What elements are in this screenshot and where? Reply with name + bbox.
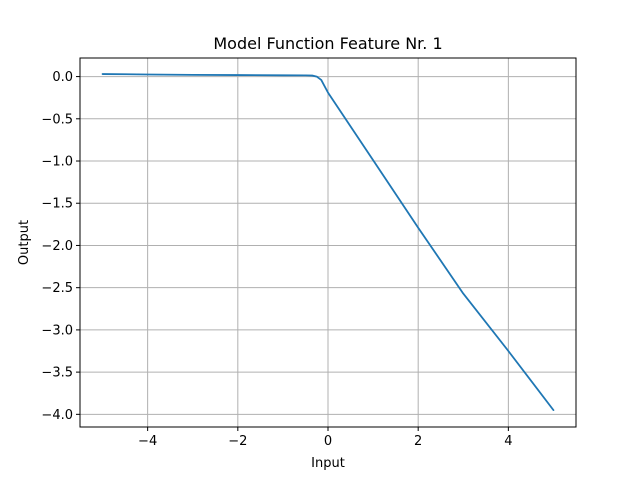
- y-axis: 0.0 −0.5 −1.0 −1.5 −2.0 −2.5 −3.0 −3.5 −4.0: [41, 70, 80, 423]
- x-tick-label: 0: [324, 434, 332, 449]
- x-axis-label: Input: [311, 456, 345, 471]
- y-tick-label: −4.0: [41, 408, 73, 423]
- y-tick-label: −2.0: [41, 239, 73, 254]
- y-tick-label: −1.5: [41, 197, 73, 212]
- grid: [80, 58, 576, 427]
- y-tick-label: −3.0: [41, 323, 73, 338]
- y-axis-label: Output: [17, 220, 32, 265]
- series-line: [101, 73, 555, 412]
- x-tick-label: −2: [228, 434, 247, 449]
- series-group: [101, 73, 555, 412]
- y-tick-label: −3.5: [41, 366, 73, 381]
- x-axis: −4 −2 0 2 4: [138, 427, 513, 449]
- y-tick-label: 0.0: [52, 70, 73, 85]
- chart-title: Model Function Feature Nr. 1: [213, 34, 442, 53]
- y-tick-label: −2.5: [41, 281, 73, 296]
- y-tick-label: −0.5: [41, 112, 73, 127]
- y-tick-label: −1.0: [41, 155, 73, 170]
- x-tick-label: 4: [504, 434, 512, 449]
- x-tick-label: −4: [138, 434, 157, 449]
- x-tick-label: 2: [414, 434, 422, 449]
